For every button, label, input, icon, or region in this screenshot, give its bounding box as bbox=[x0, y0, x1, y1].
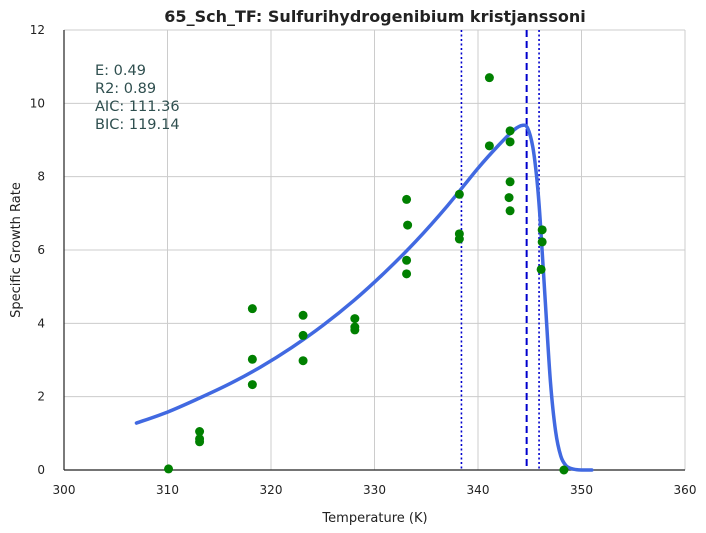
data-point bbox=[195, 427, 205, 436]
data-point bbox=[195, 437, 205, 447]
data-point bbox=[505, 177, 515, 187]
data-point bbox=[247, 354, 257, 364]
x-tick-label: 330 bbox=[363, 483, 386, 497]
data-points bbox=[164, 73, 569, 475]
data-point bbox=[247, 304, 257, 314]
reference-lines bbox=[460, 30, 540, 470]
data-point bbox=[536, 264, 546, 274]
stat-aic: AIC: 111.36 bbox=[95, 99, 180, 115]
data-point bbox=[484, 141, 494, 151]
data-point bbox=[484, 73, 494, 83]
x-tick-label: 340 bbox=[467, 483, 490, 497]
tick-labels: 300 310 320 330 340 350 360 0 2 4 6 8 10 12 bbox=[30, 23, 697, 497]
data-point bbox=[298, 356, 308, 366]
data-point bbox=[350, 314, 360, 324]
data-point bbox=[537, 225, 547, 235]
data-point bbox=[537, 237, 547, 247]
fit-curve bbox=[134, 123, 594, 472]
fit-curve-layer bbox=[134, 123, 594, 472]
stat-bic: BIC: 119.14 bbox=[95, 117, 180, 133]
x-tick-label: 360 bbox=[674, 483, 697, 497]
y-tick-label: 12 bbox=[30, 23, 45, 37]
data-point bbox=[454, 189, 464, 199]
data-point bbox=[559, 465, 569, 475]
data-point bbox=[504, 193, 514, 203]
data-point bbox=[402, 194, 412, 204]
data-point bbox=[402, 269, 412, 279]
x-tick-label: 320 bbox=[260, 483, 283, 497]
data-point bbox=[505, 126, 515, 136]
data-point bbox=[298, 310, 308, 320]
y-axis-label: Specific Growth Rate bbox=[9, 182, 24, 318]
x-axis-label: Temperature (K) bbox=[321, 511, 427, 526]
fit-stats: E: 0.49 R2: 0.89 AIC: 111.36 BIC: 119.14 bbox=[95, 63, 180, 133]
data-point bbox=[505, 137, 515, 147]
data-point bbox=[505, 206, 515, 216]
data-point bbox=[402, 255, 412, 265]
data-point bbox=[454, 234, 464, 244]
x-tick-label: 300 bbox=[53, 483, 76, 497]
y-tick-label: 8 bbox=[37, 170, 45, 184]
y-tick-label: 4 bbox=[37, 316, 45, 330]
data-point bbox=[298, 330, 308, 340]
y-tick-label: 2 bbox=[37, 390, 45, 404]
chart-title: 65_Sch_TF: Sulfurihydrogenibium kristjan… bbox=[164, 7, 585, 26]
y-tick-label: 10 bbox=[30, 96, 45, 110]
x-tick-label: 350 bbox=[570, 483, 593, 497]
data-point bbox=[403, 220, 413, 230]
x-tick-label: 310 bbox=[156, 483, 179, 497]
stat-r2: R2: 0.89 bbox=[95, 81, 156, 97]
y-tick-label: 0 bbox=[37, 463, 45, 477]
stat-e: E: 0.49 bbox=[95, 63, 146, 79]
data-point bbox=[350, 325, 360, 335]
data-point bbox=[247, 380, 257, 390]
grid-lines bbox=[64, 29, 686, 470]
data-point bbox=[164, 464, 174, 474]
y-tick-label: 6 bbox=[37, 243, 45, 257]
